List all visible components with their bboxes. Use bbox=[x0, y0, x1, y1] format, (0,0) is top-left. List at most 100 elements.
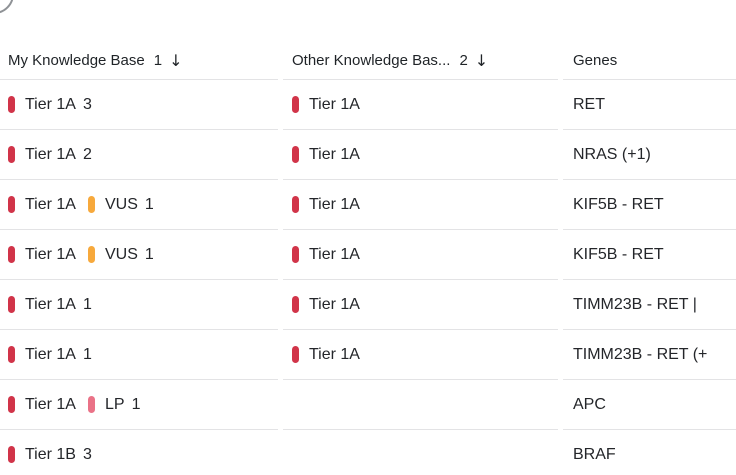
genes-cell: APC bbox=[563, 380, 736, 430]
red-pill-icon bbox=[292, 96, 299, 113]
tier-label: Tier 1A bbox=[309, 195, 360, 213]
tier-count: 1 bbox=[144, 195, 154, 213]
my-knowledge-base-cell: Tier 1B 3 bbox=[0, 430, 278, 475]
tier-badge: Tier 1A 3 bbox=[8, 96, 92, 114]
amber-pill-icon bbox=[87, 246, 95, 263]
tier-count: 3 bbox=[82, 445, 92, 463]
gene-name: KIF5B - RET bbox=[573, 245, 664, 263]
genes-cell: TIMM23B - RET | bbox=[563, 280, 736, 330]
red-pill-icon bbox=[8, 246, 15, 263]
my-knowledge-base-cell: Tier 1A LP 1 bbox=[0, 380, 278, 430]
my-knowledge-base-cell: Tier 1A 3 bbox=[0, 80, 278, 130]
tier-badge: Tier 1A bbox=[292, 296, 360, 314]
amber-pill-icon bbox=[87, 196, 95, 213]
red-pill-icon bbox=[292, 346, 299, 363]
my-knowledge-base-cell: Tier 1A 1 bbox=[0, 330, 278, 380]
genes-cell: KIF5B - RET bbox=[563, 230, 736, 280]
table-row[interactable]: Tier 1B 3 BRAF bbox=[0, 430, 736, 475]
tier-label: Tier 1A bbox=[309, 145, 360, 163]
column-label: Other Knowledge Bas... bbox=[292, 51, 451, 69]
gene-name: APC bbox=[573, 395, 606, 413]
red-pill-icon bbox=[292, 146, 299, 163]
tier-label: Tier 1A bbox=[25, 95, 76, 113]
tier-badge: Tier 1A bbox=[292, 246, 360, 264]
table-row[interactable]: Tier 1A 3 Tier 1A RET bbox=[0, 80, 736, 130]
red-pill-icon bbox=[292, 196, 299, 213]
red-pill-icon bbox=[8, 196, 15, 213]
table-row[interactable]: Tier 1A VUS 1 Tier 1A KIF5B - RET bbox=[0, 180, 736, 230]
column-label: My Knowledge Base bbox=[8, 51, 145, 69]
red-pill-icon bbox=[8, 296, 15, 313]
tier-label: Tier 1B bbox=[25, 445, 76, 463]
genes-cell: RET bbox=[563, 80, 736, 130]
tier-badge: VUS 1 bbox=[87, 195, 154, 214]
tier-count: 2 bbox=[82, 145, 92, 163]
tier-badge: Tier 1A bbox=[292, 346, 360, 364]
column-header-my-knowledge-base[interactable]: My Knowledge Base 1 ↓ bbox=[0, 41, 278, 80]
tier-badge: Tier 1A bbox=[8, 396, 76, 414]
tier-badge: Tier 1A bbox=[292, 96, 360, 114]
other-knowledge-base-cell: Tier 1A bbox=[283, 180, 558, 230]
red-pill-icon bbox=[292, 246, 299, 263]
tier-badge: Tier 1B 3 bbox=[8, 446, 92, 464]
table-header-row: My Knowledge Base 1 ↓ Other Knowledge Ba… bbox=[0, 41, 736, 80]
tier-badge: Tier 1A bbox=[292, 146, 360, 164]
gene-name: BRAF bbox=[573, 445, 616, 463]
tier-badge: Tier 1A 1 bbox=[8, 296, 92, 314]
gene-name: RET bbox=[573, 95, 605, 113]
variants-table: My Knowledge Base 1 ↓ Other Knowledge Ba… bbox=[0, 41, 736, 475]
column-label: Genes bbox=[573, 51, 618, 69]
table-row[interactable]: Tier 1A 2 Tier 1A NRAS (+1) bbox=[0, 130, 736, 180]
red-pill-icon bbox=[8, 96, 15, 113]
gene-name: NRAS (+1) bbox=[573, 145, 651, 163]
my-knowledge-base-cell: Tier 1A VUS 1 bbox=[0, 230, 278, 280]
tier-label: LP bbox=[104, 395, 125, 413]
gene-name: KIF5B - RET bbox=[573, 195, 664, 213]
column-header-other-knowledge-bases[interactable]: Other Knowledge Bas... 2 ↓ bbox=[283, 41, 558, 80]
tier-label: VUS bbox=[104, 245, 138, 263]
tier-badge: LP 1 bbox=[87, 395, 141, 414]
column-header-genes[interactable]: Genes bbox=[563, 41, 736, 80]
pink-pill-icon bbox=[87, 396, 95, 413]
tier-label: Tier 1A bbox=[25, 245, 76, 263]
tier-badge: VUS 1 bbox=[87, 245, 154, 264]
sort-priority-badge: 1 bbox=[153, 51, 163, 69]
table-row[interactable]: Tier 1A 1 Tier 1A TIMM23B - RET | bbox=[0, 280, 736, 330]
table-row[interactable]: Tier 1A 1 Tier 1A TIMM23B - RET (+ bbox=[0, 330, 736, 380]
tier-badge: Tier 1A bbox=[292, 196, 360, 214]
tier-label: Tier 1A bbox=[25, 195, 76, 213]
tier-label: Tier 1A bbox=[25, 345, 76, 363]
other-knowledge-base-cell: Tier 1A bbox=[283, 230, 558, 280]
other-knowledge-base-cell: Tier 1A bbox=[283, 280, 558, 330]
tier-label: Tier 1A bbox=[309, 245, 360, 263]
tier-label: Tier 1A bbox=[25, 395, 76, 413]
tier-badge: Tier 1A 2 bbox=[8, 146, 92, 164]
table-row[interactable]: Tier 1A VUS 1 Tier 1A KIF5B - RET bbox=[0, 230, 736, 280]
tier-count: 1 bbox=[144, 245, 154, 263]
other-knowledge-base-cell: Tier 1A bbox=[283, 130, 558, 180]
tier-badge: Tier 1A bbox=[8, 196, 76, 214]
sort-descending-icon[interactable]: ↓ bbox=[169, 50, 183, 70]
sort-descending-icon[interactable]: ↓ bbox=[474, 50, 489, 70]
red-pill-icon bbox=[8, 396, 15, 413]
other-knowledge-base-cell: Tier 1A bbox=[283, 80, 558, 130]
table-row[interactable]: Tier 1A LP 1 APC bbox=[0, 380, 736, 430]
red-pill-icon bbox=[8, 346, 15, 363]
table-body: Tier 1A 3 Tier 1A RET Tier 1A 2 Tier 1A NRAS (+… bbox=[0, 80, 736, 475]
other-knowledge-base-cell bbox=[283, 380, 558, 430]
tier-label: Tier 1A bbox=[309, 345, 360, 363]
genes-cell: TIMM23B - RET (+ bbox=[563, 330, 736, 380]
tier-count: 1 bbox=[82, 295, 92, 313]
tier-badge: Tier 1A bbox=[8, 246, 76, 264]
red-pill-icon bbox=[292, 296, 299, 313]
other-knowledge-base-cell bbox=[283, 430, 558, 475]
genes-cell: BRAF bbox=[563, 430, 736, 475]
tier-badge: Tier 1A 1 bbox=[8, 346, 92, 364]
gene-name: TIMM23B - RET | bbox=[573, 295, 697, 313]
tier-count: 1 bbox=[131, 395, 141, 413]
my-knowledge-base-cell: Tier 1A 1 bbox=[0, 280, 278, 330]
tier-label: Tier 1A bbox=[309, 95, 360, 113]
tier-count: 3 bbox=[82, 95, 92, 113]
red-pill-icon bbox=[8, 446, 15, 463]
